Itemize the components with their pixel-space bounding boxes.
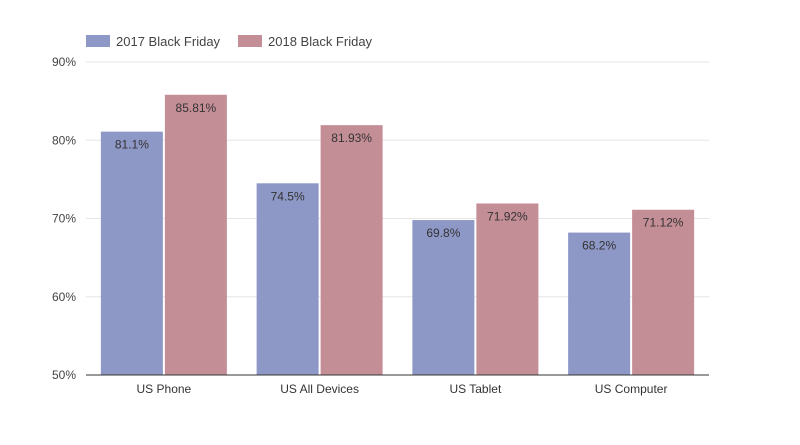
data-label: 69.8% <box>426 226 460 240</box>
bar-2017-us-all-devices <box>256 183 319 375</box>
y-tick-label: 90% <box>52 55 76 69</box>
x-tick-label: US Tablet <box>449 382 501 396</box>
y-tick-label: 70% <box>52 212 76 226</box>
legend-label: 2018 Black Friday <box>268 34 373 49</box>
legend: 2017 Black Friday 2018 Black Friday <box>86 34 373 49</box>
bars <box>100 94 695 376</box>
bar-2017-us-phone <box>100 131 163 375</box>
bar-2018-us-tablet <box>476 203 539 375</box>
x-tick-label: US Phone <box>137 382 192 396</box>
bar-2017-us-tablet <box>412 220 475 375</box>
data-label: 74.5% <box>271 189 305 203</box>
data-label: 81.1% <box>115 138 149 152</box>
x-tick-label: US All Devices <box>280 382 359 396</box>
y-axis-tick-labels: 50% 60% 70% 80% 90% <box>52 55 76 382</box>
legend-swatch <box>238 35 262 47</box>
bar-2018-us-phone <box>164 94 227 376</box>
bar-2017-us-computer <box>568 232 631 375</box>
y-tick-label: 80% <box>52 133 76 147</box>
data-label: 81.93% <box>331 131 372 145</box>
data-label: 85.81% <box>176 101 217 115</box>
legend-swatch <box>86 35 110 47</box>
bar-2018-us-all-devices <box>320 125 383 375</box>
bar-2018-us-computer <box>632 209 695 375</box>
y-tick-label: 60% <box>52 290 76 304</box>
data-label: 71.12% <box>643 216 684 230</box>
data-label: 71.92% <box>487 209 528 223</box>
data-labels: 81.1% 85.81% 74.5% 81.93% 69.8% 71.92% 68.2% 71… <box>115 101 684 253</box>
y-tick-label: 50% <box>52 368 76 382</box>
legend-label: 2017 Black Friday <box>116 34 221 49</box>
x-axis-tick-labels: US Phone US All Devices US Tablet US Comput… <box>137 382 668 396</box>
data-label: 68.2% <box>582 239 616 253</box>
x-tick-label: US Computer <box>595 382 668 396</box>
